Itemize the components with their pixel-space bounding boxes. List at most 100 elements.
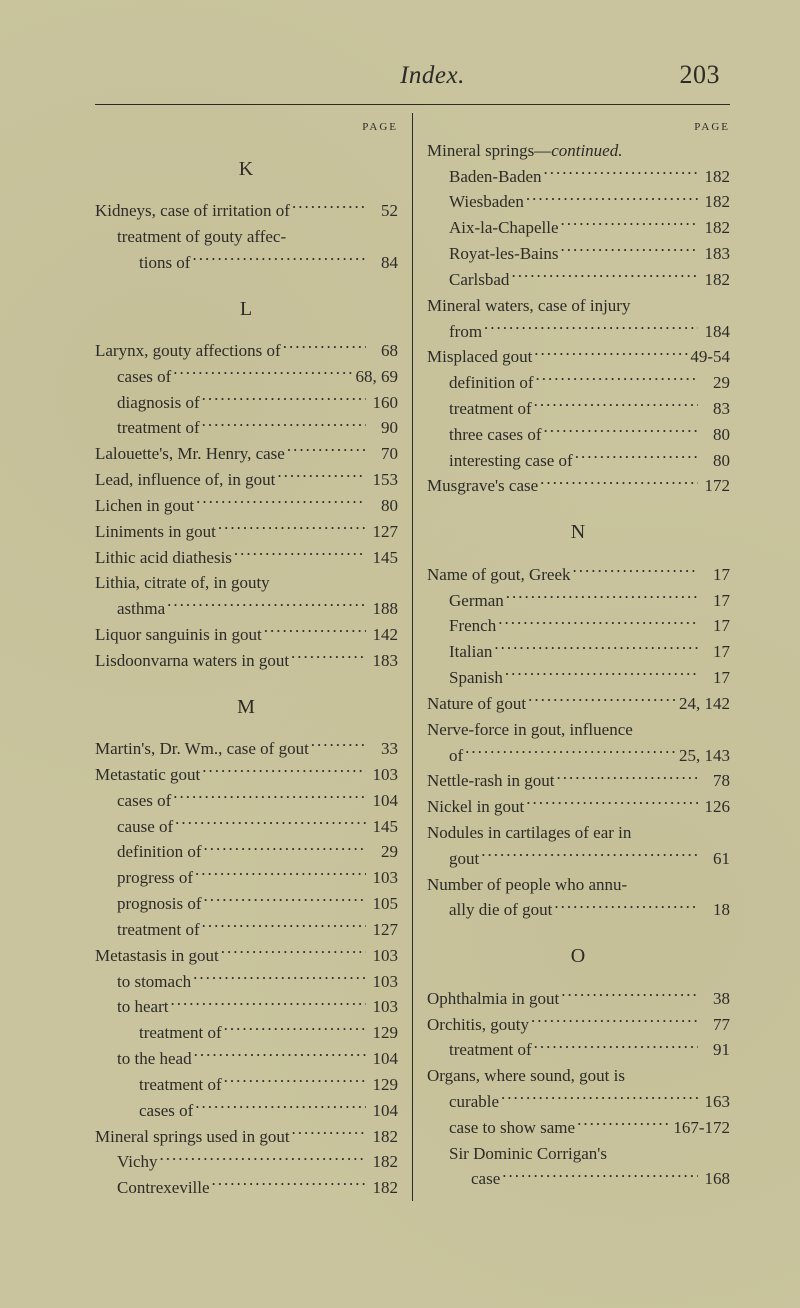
- entry-page: 103: [368, 969, 398, 995]
- dot-leaders: [465, 744, 677, 761]
- index-entry: Organs, where sound, gout is: [427, 1063, 730, 1089]
- entry-page: 25, 143: [679, 743, 730, 769]
- entry-page: 83: [700, 396, 730, 422]
- entry-page: 68, 69: [356, 364, 399, 390]
- entry-page: 17: [700, 588, 730, 614]
- entry-text: to heart: [117, 994, 168, 1020]
- entry-text: to the head: [117, 1046, 192, 1072]
- section-letter: L: [95, 294, 398, 324]
- entry-text: Kidneys, case of irritation of: [95, 198, 290, 224]
- index-entry: Nettle-rash in gout 78: [427, 768, 730, 794]
- index-entry: Liniments in gout 127: [95, 519, 398, 545]
- entry-page: 163: [700, 1089, 730, 1115]
- index-entry: treatment of 127: [95, 917, 398, 943]
- index-entry: tions of 84: [95, 250, 398, 276]
- index-entry: Musgrave's case 172: [427, 473, 730, 499]
- entry-page: 91: [700, 1037, 730, 1063]
- dot-leaders: [173, 365, 353, 382]
- entry-text: asthma: [117, 596, 165, 622]
- dot-leaders: [561, 242, 698, 259]
- entry-text: Larynx, gouty affections of: [95, 338, 281, 364]
- dot-leaders: [195, 866, 366, 883]
- dot-leaders: [221, 944, 366, 961]
- index-entry: Nerve-force in gout, influence: [427, 717, 730, 743]
- index-entry: Mineral springs used in gout 182: [95, 1124, 398, 1150]
- entry-text: Lithia, citrate of, in gouty: [95, 570, 270, 596]
- entry-page: 29: [700, 370, 730, 396]
- entry-page: 127: [368, 519, 398, 545]
- entry-page: 182: [700, 267, 730, 293]
- entry-text: cases of: [117, 788, 171, 814]
- index-entry: definition of 29: [95, 839, 398, 865]
- right-content: NName of gout, Greek 17German 17French 1…: [427, 517, 730, 1192]
- dot-leaders: [544, 423, 698, 440]
- header-rule: [95, 104, 730, 105]
- entry-text: French: [449, 613, 496, 639]
- dot-leaders: [544, 165, 698, 182]
- dot-leaders: [498, 614, 698, 631]
- dot-leaders: [196, 494, 366, 511]
- dot-leaders: [556, 769, 698, 786]
- entry-page: 126: [700, 794, 730, 820]
- entry-text: Italian: [449, 639, 492, 665]
- dot-leaders: [204, 892, 366, 909]
- entry-page: 182: [368, 1149, 398, 1175]
- entry-text: Carlsbad: [449, 267, 509, 293]
- entry-page: 104: [368, 1098, 398, 1124]
- dot-leaders: [534, 345, 688, 362]
- entry-text: treatment of: [117, 415, 200, 441]
- entry-page: 38: [700, 986, 730, 1012]
- entry-text: Vichy: [117, 1149, 158, 1175]
- entry-text: cause of: [117, 814, 173, 840]
- entry-page: 33: [368, 736, 398, 762]
- entry-text: definition of: [449, 370, 534, 396]
- dot-leaders: [167, 597, 366, 614]
- index-entry: definition of 29: [427, 370, 730, 396]
- entry-text: Liquor sanguinis in gout: [95, 622, 262, 648]
- entry-text: Nickel in gout: [427, 794, 524, 820]
- entry-page: 104: [368, 788, 398, 814]
- index-entry: Mineral waters, case of injury: [427, 293, 730, 319]
- entry-text: Lalouette's, Mr. Henry, case: [95, 441, 285, 467]
- entry-text: gout: [449, 846, 479, 872]
- index-entry: Italian 17: [427, 639, 730, 665]
- entry-text: case to show same: [449, 1115, 575, 1141]
- entry-text: interesting case of: [449, 448, 573, 474]
- dot-leaders: [484, 320, 698, 337]
- index-entry: Name of gout, Greek 17: [427, 562, 730, 588]
- index-entry: French 17: [427, 613, 730, 639]
- entry-text: Musgrave's case: [427, 473, 538, 499]
- entry-text: tions of: [139, 250, 190, 276]
- entry-text: Mineral springs used in gout: [95, 1124, 290, 1150]
- right-column: PAGE Mineral springs—continued. Baden-Ba…: [413, 113, 730, 1201]
- entry-text: case: [471, 1166, 500, 1192]
- entry-page: 168: [700, 1166, 730, 1192]
- entry-page: 90: [368, 415, 398, 441]
- index-entry: Nickel in gout 126: [427, 794, 730, 820]
- dot-leaders: [501, 1090, 698, 1107]
- entry-text: cases of: [139, 1098, 193, 1124]
- entry-page: 182: [700, 215, 730, 241]
- entry-text: curable: [449, 1089, 499, 1115]
- entry-text: Metastatic gout: [95, 762, 200, 788]
- index-entry: Lichen in gout 80: [95, 493, 398, 519]
- dot-leaders: [224, 1073, 366, 1090]
- entry-text: of: [449, 743, 463, 769]
- index-entry: Contrexeville 182: [95, 1175, 398, 1201]
- index-entry: ally die of gout 18: [427, 897, 730, 923]
- entry-page: 84: [368, 250, 398, 276]
- entry-page: 105: [368, 891, 398, 917]
- entry-page: 182: [700, 189, 730, 215]
- dot-leaders: [218, 520, 366, 537]
- dot-leaders: [505, 666, 698, 683]
- index-entry: curable 163: [427, 1089, 730, 1115]
- dot-leaders: [292, 1125, 366, 1142]
- entry-text: Martin's, Dr. Wm., case of gout: [95, 736, 309, 762]
- dot-leaders: [561, 987, 698, 1004]
- dot-leaders: [224, 1021, 366, 1038]
- index-entry: of 25, 143: [427, 743, 730, 769]
- index-entry: case to show same 167-172: [427, 1115, 730, 1141]
- dot-leaders: [234, 546, 366, 563]
- dot-leaders: [506, 589, 698, 606]
- entry-page: 145: [368, 814, 398, 840]
